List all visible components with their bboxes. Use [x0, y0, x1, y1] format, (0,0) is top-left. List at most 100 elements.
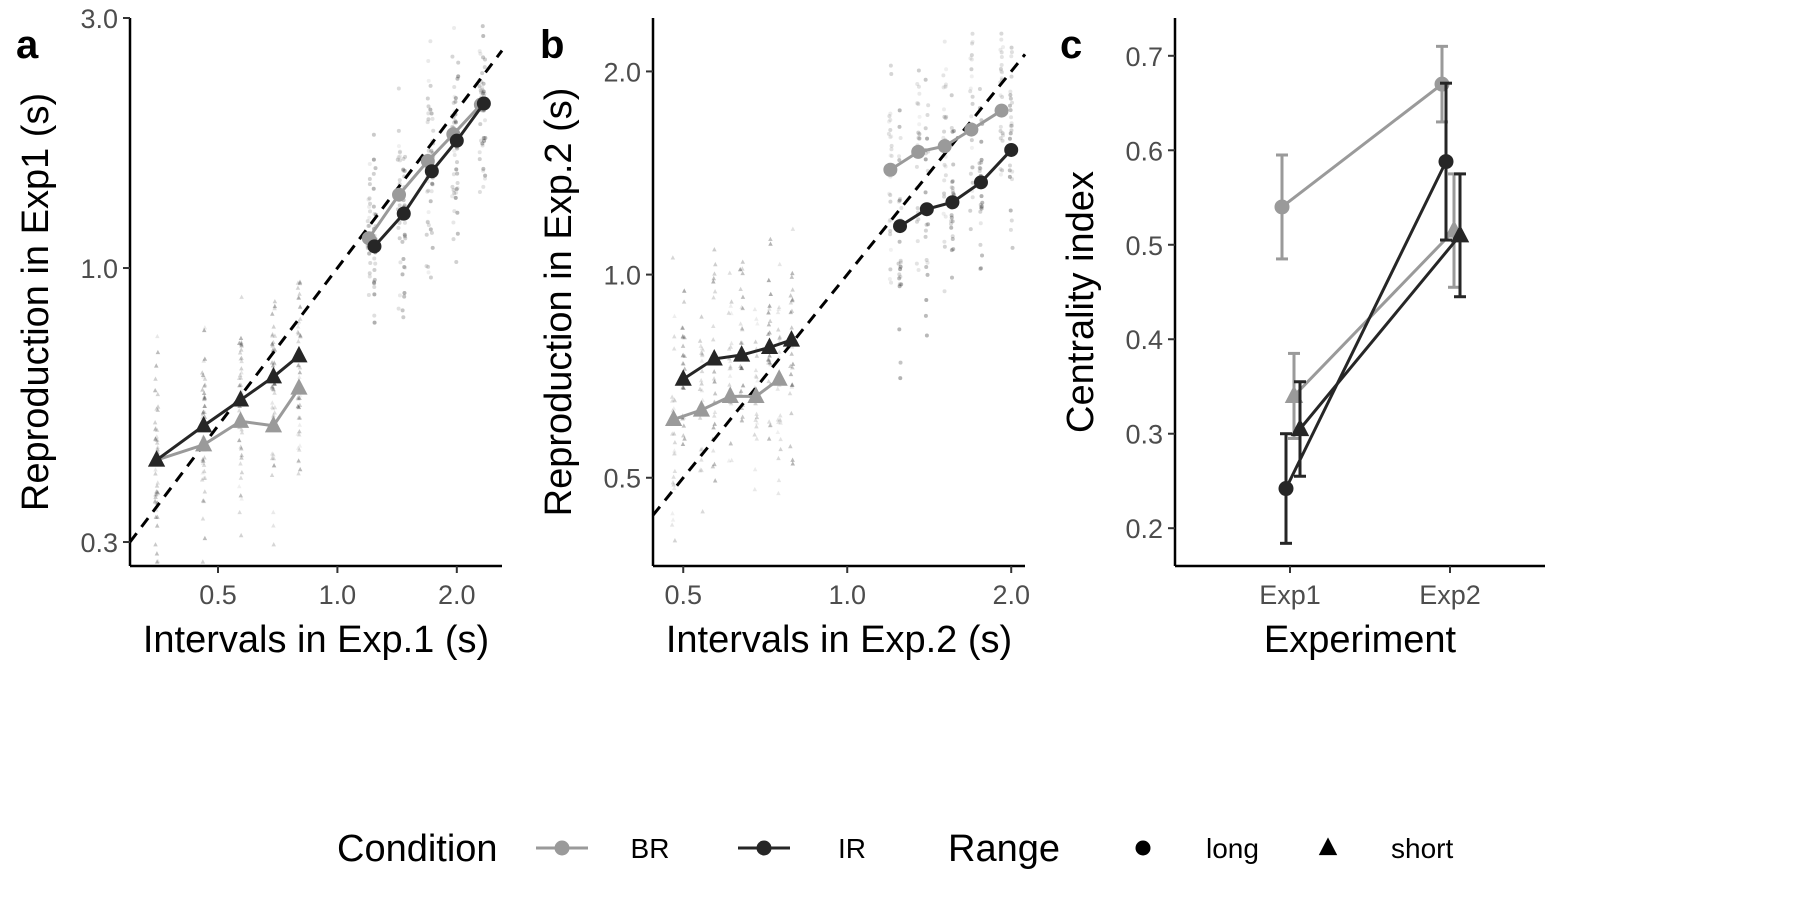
legend-condition-title: Condition: [337, 828, 498, 870]
trial-point: [790, 297, 795, 302]
trial-point: [426, 59, 431, 64]
trial-point: [942, 289, 947, 294]
trial-point: [754, 411, 759, 416]
trial-point: [295, 329, 301, 334]
trial-point: [969, 74, 974, 79]
trial-point: [239, 496, 244, 501]
trial-point: [925, 136, 930, 141]
trial-point: [297, 415, 303, 420]
legend-key-marker: [756, 840, 772, 856]
trial-point: [367, 196, 372, 201]
trial-point: [153, 494, 158, 499]
trial-point: [402, 220, 407, 225]
trial-point: [154, 559, 160, 564]
trial-point: [272, 303, 278, 309]
trial-point: [924, 333, 929, 338]
trial-point: [775, 309, 781, 315]
trial-point: [680, 384, 686, 390]
trial-point: [271, 339, 276, 345]
trial-point: [888, 232, 893, 237]
trial-point: [202, 394, 207, 399]
trial-point: [969, 67, 974, 72]
trial-point: [671, 431, 677, 436]
trial-point: [888, 247, 893, 252]
trial-point: [295, 329, 301, 335]
trial-point: [789, 274, 795, 279]
trial-point: [426, 188, 431, 193]
trial-point: [998, 172, 1003, 177]
legend-item-label: long: [1206, 833, 1259, 864]
identity-line: [128, 49, 504, 543]
trial-point: [425, 119, 430, 124]
trial-point: [898, 267, 903, 272]
trial-point: [477, 150, 482, 155]
trial-point: [271, 463, 277, 468]
trial-point: [296, 447, 302, 452]
trial-point: [298, 333, 303, 338]
trial-point: [401, 168, 406, 173]
data-point: [1290, 418, 1310, 437]
trial-point: [738, 390, 743, 396]
trial-point: [916, 102, 921, 107]
trial-point: [711, 279, 716, 284]
trial-point: [924, 258, 929, 263]
trial-point: [200, 387, 205, 392]
trial-point: [950, 275, 955, 280]
trial-point: [367, 162, 372, 167]
trial-point: [400, 308, 405, 313]
trial-point: [914, 164, 919, 169]
trial-point: [942, 39, 947, 44]
trial-point: [942, 114, 947, 119]
x-tick-label: 0.5: [664, 580, 702, 610]
trial-point: [697, 415, 703, 420]
trial-point: [949, 225, 954, 230]
trial-point: [765, 360, 771, 365]
trial-point: [239, 343, 244, 348]
trial-point: [670, 480, 676, 485]
trial-point: [753, 417, 758, 422]
data-point: [893, 219, 908, 234]
trial-point: [754, 353, 760, 358]
trial-point: [754, 414, 760, 420]
trial-point: [924, 298, 929, 303]
trial-point: [371, 204, 376, 209]
trial-point: [368, 201, 373, 206]
trial-point: [199, 477, 205, 482]
trial-point: [728, 363, 733, 369]
trial-point: [397, 293, 402, 298]
trial-point: [897, 239, 902, 244]
trial-point: [367, 251, 372, 256]
trial-point: [479, 90, 484, 95]
trial-point: [154, 523, 160, 528]
trial-point: [738, 340, 744, 345]
trial-point: [950, 180, 955, 185]
trial-point: [372, 211, 377, 216]
trial-point: [699, 345, 705, 351]
trial-point: [711, 323, 716, 329]
trial-point: [201, 462, 207, 467]
trial-point: [153, 426, 158, 431]
trial-point: [681, 385, 686, 390]
trial-point: [373, 166, 378, 171]
trial-point: [270, 384, 276, 390]
trial-point: [1008, 227, 1013, 232]
trial-point: [425, 96, 430, 101]
trial-point: [202, 535, 208, 541]
data-point: [367, 239, 382, 254]
trial-point: [155, 404, 161, 409]
trial-point: [766, 436, 772, 441]
trial-point: [402, 294, 407, 299]
trial-point: [917, 131, 922, 136]
trial-point: [200, 498, 206, 503]
data-point: [290, 345, 308, 363]
trial-point: [425, 220, 430, 225]
y-tick-label: 1.0: [80, 254, 118, 284]
trial-point: [430, 116, 435, 121]
trial-point: [367, 251, 372, 256]
trial-point: [297, 402, 303, 407]
trial-point: [790, 361, 796, 366]
trial-point: [778, 413, 783, 418]
trial-point: [999, 31, 1004, 36]
trial-point: [400, 272, 405, 277]
trial-point: [925, 113, 930, 118]
